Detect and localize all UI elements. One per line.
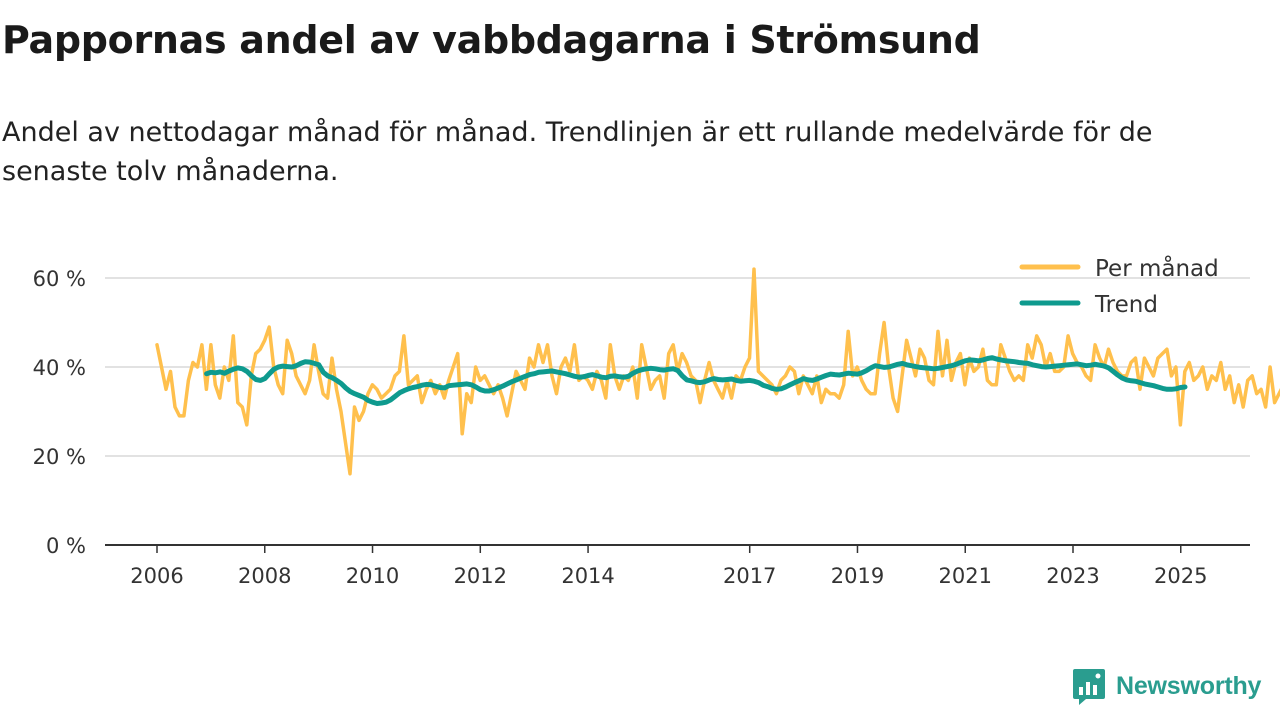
y-tick-label-0: 0 % <box>46 534 86 558</box>
legend-label-per-manad: Per månad <box>1095 254 1219 282</box>
y-tick-label-40: 40 % <box>33 356 86 380</box>
x-tick-label-2010: 2010 <box>346 564 399 588</box>
x-tick-label-2017: 2017 <box>723 564 776 588</box>
x-tick-label-2019: 2019 <box>831 564 884 588</box>
x-tick-label-2014: 2014 <box>561 564 614 588</box>
x-tick-label-2025: 2025 <box>1154 564 1207 588</box>
x-tick-label-2021: 2021 <box>939 564 992 588</box>
x-tick-label-2006: 2006 <box>130 564 183 588</box>
x-tick-label-2012: 2012 <box>454 564 507 588</box>
chart-title: Pappornas andel av vabbdagarna i Strömsu… <box>2 18 981 62</box>
series-line-trend <box>204 355 1188 406</box>
x-tick-label-2008: 2008 <box>238 564 291 588</box>
y-tick-label-60: 60 % <box>33 267 86 291</box>
x-axis: 2006 2008 2010 2012 2014 2017 2019 2021 2023 2025 <box>105 544 1250 588</box>
y-tick-label-20: 20 % <box>33 445 86 469</box>
legend-label-trend: Trend <box>1094 292 1158 318</box>
series-line-per-manad <box>155 267 1280 476</box>
legend: Per månad Trend <box>1019 254 1219 318</box>
chart-subtitle: Andel av nettodagar månad för månad. Tre… <box>2 117 1153 187</box>
newsworthy-logo: Newsworthy <box>1072 666 1261 706</box>
newsworthy-brand-name: Newsworthy <box>1116 671 1262 700</box>
series-lines <box>155 267 1280 476</box>
newsworthy-logo-icon <box>1073 669 1105 705</box>
x-tick-label-2023: 2023 <box>1046 564 1099 588</box>
y-axis-tick-labels: 0 % 20 % 40 % 60 % <box>33 267 86 558</box>
